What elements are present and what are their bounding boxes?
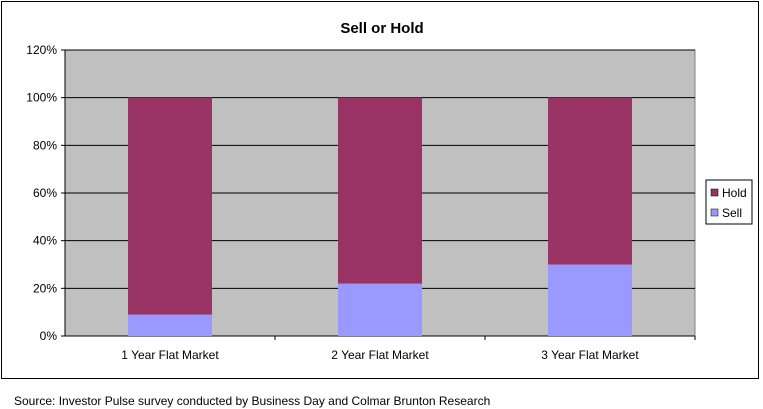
legend-swatch-hold: [710, 188, 719, 197]
x-tick-label: 3 Year Flat Market: [541, 348, 639, 362]
bar-hold: [338, 97, 422, 284]
legend-label-hold: Hold: [722, 186, 747, 200]
bar-sell: [548, 264, 632, 336]
legend-label-sell: Sell: [722, 206, 742, 220]
y-tick-label: 80%: [33, 138, 57, 152]
y-tick-label: 100%: [26, 91, 57, 105]
x-tick-label: 2 Year Flat Market: [331, 348, 429, 362]
source-note: Source: Investor Pulse survey conducted …: [14, 394, 491, 408]
chart-title: Sell or Hold: [340, 20, 423, 37]
bar-sell: [128, 314, 212, 336]
y-tick-label: 40%: [33, 234, 57, 248]
bar-sell: [338, 283, 422, 336]
bar-hold: [548, 97, 632, 265]
y-tick-label: 60%: [33, 186, 57, 200]
bar-hold: [128, 97, 212, 315]
x-tick-label: 1 Year Flat Market: [121, 348, 219, 362]
chart: Sell or Hold 0% 20% 40% 60% 80% 100% 120% 1 Yea…: [26, 20, 753, 362]
legend-swatch-sell: [710, 208, 719, 217]
y-tick-label: 0%: [40, 329, 58, 343]
y-tick-label: 20%: [33, 281, 57, 295]
legend-box: [705, 179, 753, 225]
y-tick-label: 120%: [26, 43, 57, 57]
chart-frame: Sell or Hold 0% 20% 40% 60% 80% 100% 120% 1 Yea…: [1, 1, 759, 379]
